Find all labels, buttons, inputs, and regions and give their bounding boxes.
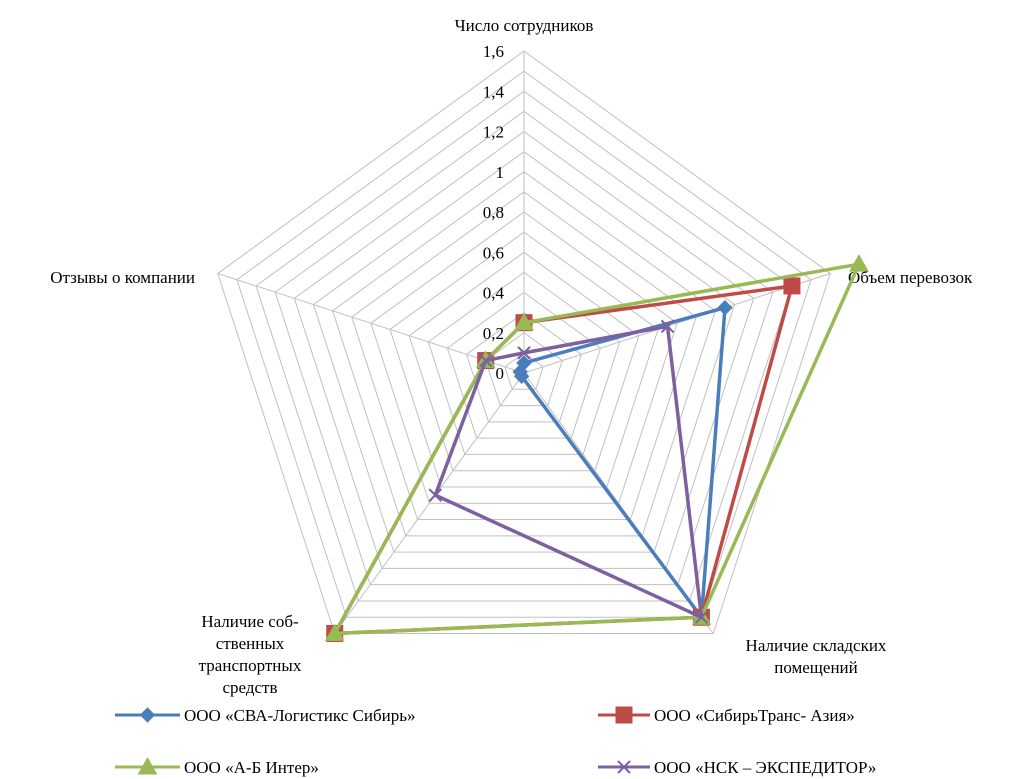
radar-grid — [217, 50, 831, 635]
legend-label: ООО «СибирьТранс- Азия» — [654, 706, 855, 725]
series — [428, 319, 709, 624]
grid-ring — [408, 251, 640, 472]
grid-ring — [312, 151, 736, 553]
grid-spoke — [334, 372, 525, 634]
data-point — [137, 756, 158, 775]
tick-label: 0,4 — [483, 284, 505, 303]
data-point — [514, 312, 534, 331]
tick-label: 0,2 — [483, 324, 504, 343]
data-point — [783, 277, 801, 295]
grid-ring — [504, 352, 544, 390]
legend-item: ООО «НСК – ЭКСПЕДИТОР» — [598, 758, 876, 777]
grid-ring — [389, 231, 659, 488]
axis-labels: Число сотрудников Объем перевозок Наличие … — [50, 16, 973, 697]
data-point — [324, 623, 345, 642]
grid-ring — [465, 312, 583, 423]
legend-item: ООО «СибирьТранс- Азия» — [598, 706, 855, 725]
data-point — [615, 706, 633, 724]
legend-item: ООО «А-Б Интер» — [115, 756, 319, 777]
tick-label: 1,6 — [483, 42, 504, 61]
series — [324, 254, 869, 642]
data-point — [694, 610, 709, 624]
tick-label: 0,6 — [483, 243, 504, 262]
data-point — [479, 353, 493, 368]
data-point — [617, 760, 631, 774]
series-layer — [324, 254, 869, 643]
grid-ring — [236, 70, 812, 618]
radial-tick-labels: 0 0,2 0,4 0,6 0,8 1 1,2 1,4 1,6 — [483, 42, 505, 383]
grid-ring — [255, 90, 793, 602]
grid-spoke — [523, 273, 831, 374]
data-point — [717, 299, 733, 316]
grid-spoke — [217, 273, 525, 374]
data-point — [512, 364, 528, 380]
grid-ring — [446, 291, 602, 439]
axis-label: Отзывы о компании — [50, 268, 195, 287]
series-line — [332, 262, 861, 636]
data-point — [517, 346, 531, 360]
grid-ring — [427, 271, 621, 455]
tick-label: 1,2 — [483, 123, 504, 142]
axis-label: Наличие складских помещений — [746, 636, 887, 677]
tick-label: 0,8 — [483, 203, 504, 222]
legend: ООО «СВА-Логистикс Сибирь» ООО «СибирьТра… — [115, 706, 876, 777]
tick-label: 1 — [496, 163, 505, 182]
axis-label: Объем перевозок — [848, 268, 973, 287]
data-point — [139, 707, 156, 723]
grid-ring — [274, 110, 774, 586]
grid-ring — [217, 50, 831, 635]
series-line — [433, 324, 704, 619]
data-point — [660, 319, 675, 334]
grid-ring — [293, 130, 755, 569]
legend-label: ООО «СВА-Логистикс Сибирь» — [184, 706, 415, 725]
axis-label: Наличие соб-ственных транспортных средств — [199, 612, 302, 697]
tick-label: 0 — [496, 364, 505, 383]
legend-label: ООО «НСК – ЭКСПЕДИТОР» — [654, 758, 876, 777]
legend-label: ООО «А-Б Интер» — [184, 758, 319, 777]
axis-label: Число сотрудников — [455, 16, 594, 35]
legend-item: ООО «СВА-Логистикс Сибирь» — [115, 706, 415, 725]
data-point — [428, 488, 442, 502]
series-line — [518, 305, 727, 619]
tick-label: 1,4 — [483, 82, 505, 101]
data-point — [849, 254, 869, 272]
